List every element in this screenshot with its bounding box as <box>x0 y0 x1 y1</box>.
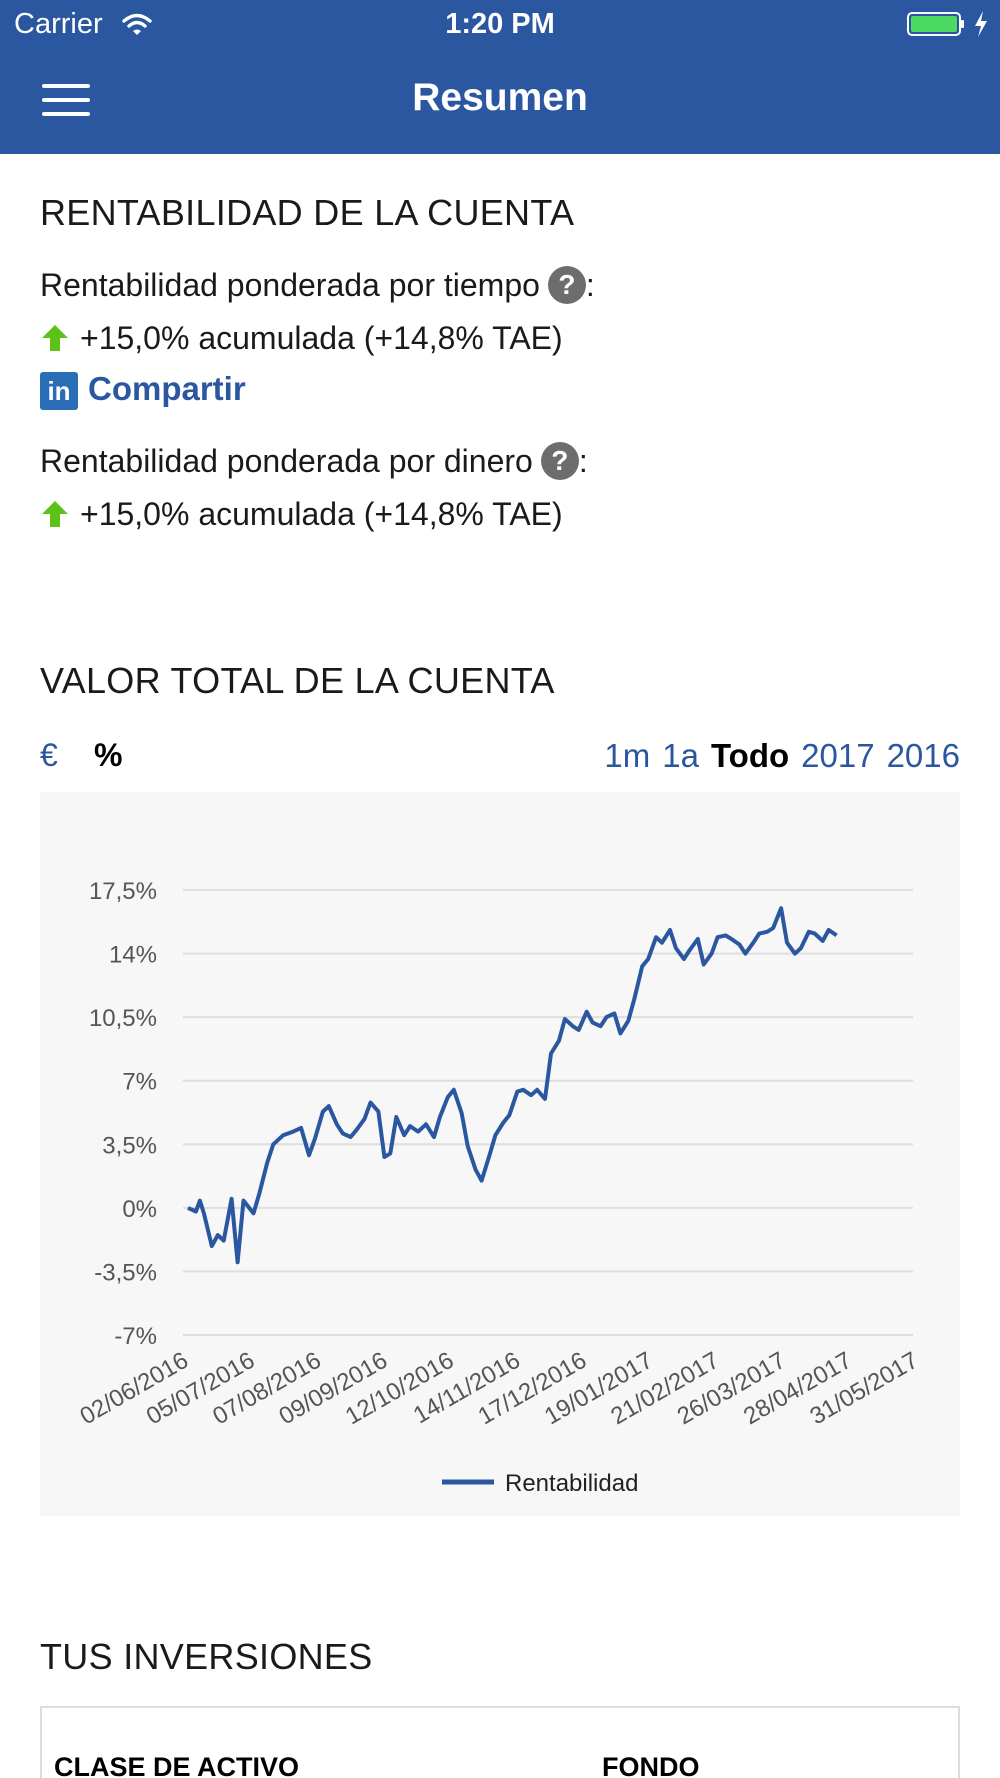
up-arrow-icon <box>42 325 68 351</box>
y-tick-label: 3,5% <box>102 1132 157 1159</box>
colon: : <box>578 443 588 479</box>
unit-percent-toggle[interactable]: % <box>94 737 123 773</box>
rentabilidad-section-title: RENTABILIDAD DE LA CUENTA <box>40 192 575 233</box>
share-link[interactable]: Compartir <box>88 370 246 407</box>
y-tick-label: 17,5% <box>89 878 157 905</box>
dinero-label: Rentabilidad ponderada por dinero <box>40 443 533 479</box>
range-tabs: 1m 1a Todo 2017 2016 <box>592 737 960 775</box>
tiempo-row: Rentabilidad ponderada por tiempo?: <box>40 266 595 304</box>
valor-section-title: VALOR TOTAL DE LA CUENTA <box>40 660 555 701</box>
column-header-clase: CLASE DE ACTIVO <box>54 1752 300 1778</box>
status-bar: Carrier 1:20 PM <box>0 0 1000 48</box>
rentabilidad-chart: 17,5%14%10,5%7%3,5%0%-3,5%-7%02/06/20160… <box>75 878 923 1497</box>
help-icon[interactable]: ? <box>547 266 586 304</box>
y-tick-label: 7% <box>122 1069 157 1096</box>
inversiones-table: CLASE DE ACTIVO FONDO <box>40 1706 960 1778</box>
tiempo-label: Rentabilidad ponderada por tiempo <box>40 267 540 303</box>
inversiones-section-title: TUS INVERSIONES <box>40 1636 373 1677</box>
range-tab-todo[interactable]: Todo <box>710 737 790 774</box>
up-arrow-icon <box>42 501 68 527</box>
y-tick-label: 14% <box>109 942 157 969</box>
help-icon[interactable]: ? <box>540 442 579 480</box>
unit-euro-toggle[interactable]: € <box>40 737 58 773</box>
y-tick-label: 0% <box>122 1196 157 1223</box>
battery-icon <box>907 12 964 36</box>
tiempo-value: +15,0% acumulada (+14,8% TAE) <box>80 320 563 356</box>
chart-panel: 17,5% 14% 10,5% 7% 3,5% 0% -3,5% -7% 02/06/2016 0… <box>40 792 960 1516</box>
range-tab-1m[interactable]: 1m <box>604 737 651 774</box>
y-tick-label: -7% <box>114 1323 157 1350</box>
range-tab-2017[interactable]: 2017 <box>801 737 875 774</box>
tiempo-value-row: +15,0% acumulada (+14,8% TAE) <box>40 320 563 357</box>
range-tab-1a[interactable]: 1a <box>662 737 699 774</box>
charging-bolt-icon <box>975 11 987 37</box>
clock: 1:20 PM <box>445 8 555 40</box>
dinero-value-row: +15,0% acumulada (+14,8% TAE) <box>40 496 563 533</box>
y-tick-label: -3,5% <box>94 1259 157 1286</box>
series-line-rentabilidad <box>187 906 838 1265</box>
dinero-value: +15,0% acumulada (+14,8% TAE) <box>80 496 563 532</box>
dinero-row: Rentabilidad ponderada por dinero?: <box>40 442 588 480</box>
legend-label: Rentabilidad <box>505 1470 638 1497</box>
nav-bar: Resumen <box>0 48 1000 154</box>
hamburger-menu-icon[interactable] <box>36 76 96 126</box>
y-tick-label: 10,5% <box>89 1005 157 1032</box>
linkedin-icon[interactable]: in <box>40 372 78 410</box>
column-header-fondo: FONDO <box>602 1752 700 1778</box>
page-title: Resumen <box>412 76 588 119</box>
carrier-label: Carrier <box>14 8 103 40</box>
range-tab-2016[interactable]: 2016 <box>886 737 960 774</box>
wifi-icon <box>122 13 152 35</box>
colon: : <box>585 267 595 303</box>
